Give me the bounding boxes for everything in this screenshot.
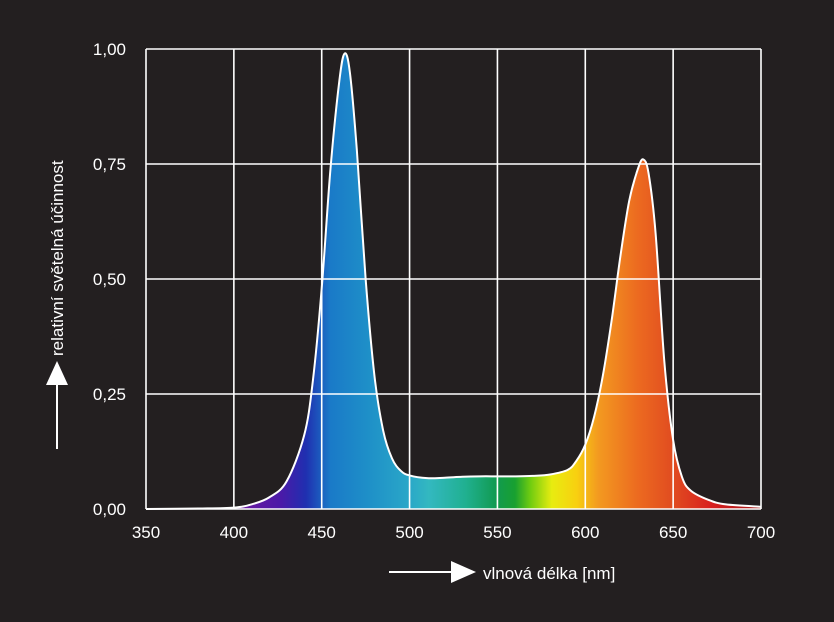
x-tick-label: 550 bbox=[483, 523, 511, 542]
x-tick-label: 400 bbox=[220, 523, 248, 542]
x-tick-label: 450 bbox=[308, 523, 336, 542]
x-axis-label-group: vlnová délka [nm] bbox=[389, 561, 615, 583]
grid bbox=[145, 48, 762, 510]
x-tick-label: 600 bbox=[571, 523, 599, 542]
y-axis-label: relativní světelná účinnost bbox=[48, 160, 67, 356]
y-tick-label: 0,00 bbox=[93, 500, 126, 519]
y-axis-arrow-head-icon bbox=[46, 361, 68, 385]
x-tick-label: 500 bbox=[395, 523, 423, 542]
y-tick-label: 0,50 bbox=[93, 270, 126, 289]
x-axis-arrow-head-icon bbox=[451, 561, 476, 583]
x-tick-label: 650 bbox=[659, 523, 687, 542]
spectrum-area bbox=[146, 53, 761, 509]
y-tick-label: 0,75 bbox=[93, 155, 126, 174]
x-tick-label: 700 bbox=[747, 523, 775, 542]
x-tick-label: 350 bbox=[132, 523, 160, 542]
y-tick-label: 0,25 bbox=[93, 385, 126, 404]
y-axis-label-group: relativní světelná účinnost bbox=[46, 160, 68, 449]
x-tick-labels: 350 400 450 500 550 600 650 700 bbox=[132, 523, 775, 542]
y-tick-label: 1,00 bbox=[93, 40, 126, 59]
x-axis-label: vlnová délka [nm] bbox=[483, 564, 615, 583]
y-tick-labels: 0,00 0,25 0,50 0,75 1,00 bbox=[93, 40, 126, 519]
series-line bbox=[145, 52, 762, 510]
